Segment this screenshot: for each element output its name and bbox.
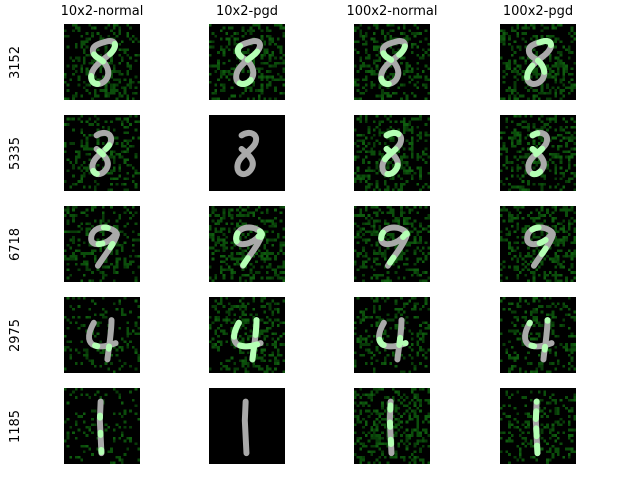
digit-highlight	[378, 38, 408, 87]
row-label-text: 6718	[8, 227, 24, 261]
saliency-map	[64, 115, 140, 191]
digit-image-6718-10x2-normal	[64, 206, 140, 282]
noise-pixels	[64, 388, 140, 464]
digit-stroke	[525, 130, 551, 178]
saliency-map	[209, 388, 285, 464]
row-label-text: 5335	[8, 136, 24, 170]
digit-image-5335-10x2-pgd	[209, 115, 285, 191]
digit-highlight	[524, 224, 556, 269]
noise-pixels	[500, 390, 576, 464]
saliency-map	[354, 206, 430, 282]
saliency-map	[64, 297, 140, 373]
digit-highlight	[233, 224, 265, 269]
row-label-6718: 6718	[4, 206, 28, 282]
column-title-10x2-pgd: 10x2-pgd	[216, 4, 278, 19]
digit-stroke	[96, 398, 105, 457]
digit-highlight	[233, 38, 263, 87]
saliency-map	[500, 206, 576, 282]
saliency-map	[500, 24, 576, 100]
digit-highlight	[532, 398, 541, 457]
row-label-text: 2975	[8, 318, 24, 352]
row-label-1185: 1185	[4, 388, 28, 464]
digit-image-2975-10x2-normal	[64, 297, 140, 373]
digit-highlight	[379, 130, 405, 178]
row-label-5335: 5335	[4, 115, 28, 191]
column-title-100x2-pgd: 100x2-pgd	[502, 4, 574, 19]
saliency-map	[354, 24, 430, 100]
digit-image-3152-100x2-normal	[354, 24, 430, 100]
saliency-map	[209, 24, 285, 100]
digit-highlight	[86, 317, 119, 363]
digit-image-3152-10x2-normal	[64, 24, 140, 100]
column-title-100x2-normal: 100x2-normal	[346, 4, 438, 19]
digit-stroke	[234, 130, 260, 178]
digit-image-6718-100x2-normal	[354, 206, 430, 282]
noise-pixels	[354, 297, 430, 373]
digit-highlight	[376, 317, 409, 363]
digit-image-2975-100x2-normal	[354, 297, 430, 373]
digit-image-1185-100x2-normal	[354, 388, 430, 464]
digit-stroke	[241, 398, 250, 457]
digit-stroke	[524, 38, 554, 87]
digit-image-1185-100x2-pgd	[500, 388, 576, 464]
saliency-map	[500, 297, 576, 373]
noise-pixels	[64, 24, 140, 100]
saliency-map	[209, 297, 285, 373]
saliency-map	[64, 388, 140, 464]
digit-highlight	[522, 317, 555, 363]
saliency-map	[64, 206, 140, 282]
noise-pixels	[209, 206, 285, 282]
row-label-2975: 2975	[4, 297, 28, 373]
digit-highlight	[231, 317, 264, 363]
saliency-map	[500, 388, 576, 464]
saliency-map	[354, 115, 430, 191]
digit-image-5335-10x2-normal	[64, 115, 140, 191]
digit-image-3152-100x2-pgd	[500, 24, 576, 100]
digit-highlight	[386, 398, 395, 457]
column-title-10x2-normal: 10x2-normal	[60, 4, 144, 19]
digit-image-1185-10x2-pgd	[209, 388, 285, 464]
digit-highlight	[88, 224, 120, 269]
row-label-text: 1185	[8, 409, 24, 443]
digit-stroke	[89, 130, 115, 178]
row-label-3152: 3152	[4, 24, 28, 100]
row-label-text: 3152	[8, 45, 24, 79]
digit-image-2975-10x2-pgd	[209, 297, 285, 373]
saliency-map	[500, 115, 576, 191]
saliency-map	[354, 388, 430, 464]
digit-image-5335-100x2-pgd	[500, 115, 576, 191]
digit-highlight	[378, 224, 410, 269]
saliency-map	[354, 297, 430, 373]
saliency-map	[209, 206, 285, 282]
digit-image-2975-100x2-pgd	[500, 297, 576, 373]
digit-highlight	[88, 38, 118, 87]
noise-pixels	[354, 115, 430, 191]
saliency-map	[209, 115, 285, 191]
digit-image-1185-10x2-normal	[64, 388, 140, 464]
saliency-map	[64, 24, 140, 100]
digit-image-3152-10x2-pgd	[209, 24, 285, 100]
digit-image-6718-10x2-pgd	[209, 206, 285, 282]
digit-image-6718-100x2-pgd	[500, 206, 576, 282]
digit-image-5335-100x2-normal	[354, 115, 430, 191]
